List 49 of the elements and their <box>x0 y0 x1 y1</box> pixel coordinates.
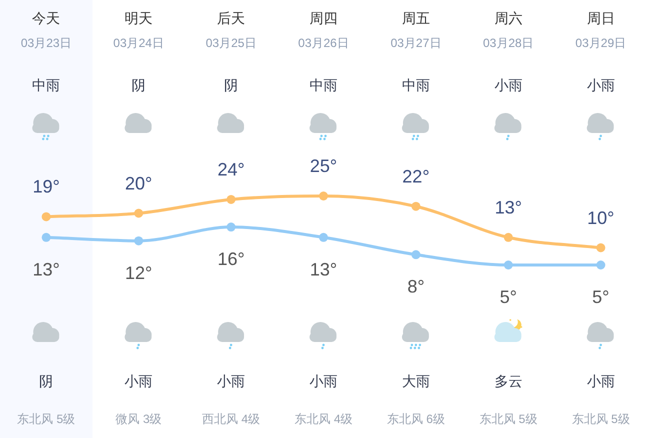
x-tick-label: 周六 <box>494 10 522 26</box>
data-label: 24° <box>217 159 245 180</box>
annotation: 阴 <box>39 373 54 389</box>
x-tick-label: 周日 <box>586 10 615 26</box>
x-tick-label: 03月24日 <box>113 36 164 50</box>
x-tick-label: 后天 <box>217 10 246 26</box>
annotation: 中雨 <box>32 77 60 93</box>
annotation: 阴 <box>132 77 146 93</box>
data-label: 13° <box>494 197 522 218</box>
data-label: 22° <box>402 166 430 186</box>
x-tick-label: 03月23日 <box>20 36 72 50</box>
annotation: 东北风 5级 <box>17 412 76 426</box>
data-label: 13° <box>310 259 338 280</box>
annotation: 东北风 4级 <box>294 412 352 426</box>
annotation: 小雨 <box>124 373 153 389</box>
x-tick-label: 明天 <box>124 10 153 26</box>
annotation: 中雨 <box>310 77 338 93</box>
x-tick-label: 03月29日 <box>575 36 626 50</box>
data-label: 8° <box>407 276 425 297</box>
x-tick-label: 周五 <box>402 10 430 26</box>
data-label: 19° <box>32 176 60 197</box>
annotation: 小雨 <box>586 77 615 93</box>
annotation: 东北风 5级 <box>479 412 538 426</box>
annotation: 东北风 5级 <box>572 412 630 426</box>
x-tick-label: 今天 <box>32 10 60 26</box>
data-label: 10° <box>587 208 614 228</box>
annotation: 小雨 <box>494 77 522 93</box>
annotation: 多云 <box>494 373 522 389</box>
annotation: 阴 <box>224 77 238 93</box>
data-label: 13° <box>32 259 60 280</box>
annotation: 中雨 <box>402 77 430 93</box>
data-label: 20° <box>125 173 152 194</box>
x-tick-label: 03月26日 <box>298 36 349 50</box>
annotation: 东北风 6级 <box>386 412 445 426</box>
data-label: 25° <box>310 156 338 176</box>
annotation: 西北风 4级 <box>202 412 260 426</box>
annotation: 微风 3级 <box>116 412 162 426</box>
annotation: 小雨 <box>217 373 246 389</box>
annotation: 大雨 <box>402 373 430 389</box>
annotation: 小雨 <box>586 373 615 389</box>
annotation: 小雨 <box>310 373 338 389</box>
data-label: 5° <box>500 287 517 307</box>
x-tick-label: 03月27日 <box>390 36 442 50</box>
data-label: 12° <box>125 262 152 283</box>
data-label: 5° <box>592 287 610 307</box>
x-tick-label: 03月25日 <box>206 36 256 50</box>
x-tick-label: 03月28日 <box>483 36 534 50</box>
data-label: 16° <box>217 249 245 270</box>
x-tick-label: 周四 <box>310 10 338 26</box>
